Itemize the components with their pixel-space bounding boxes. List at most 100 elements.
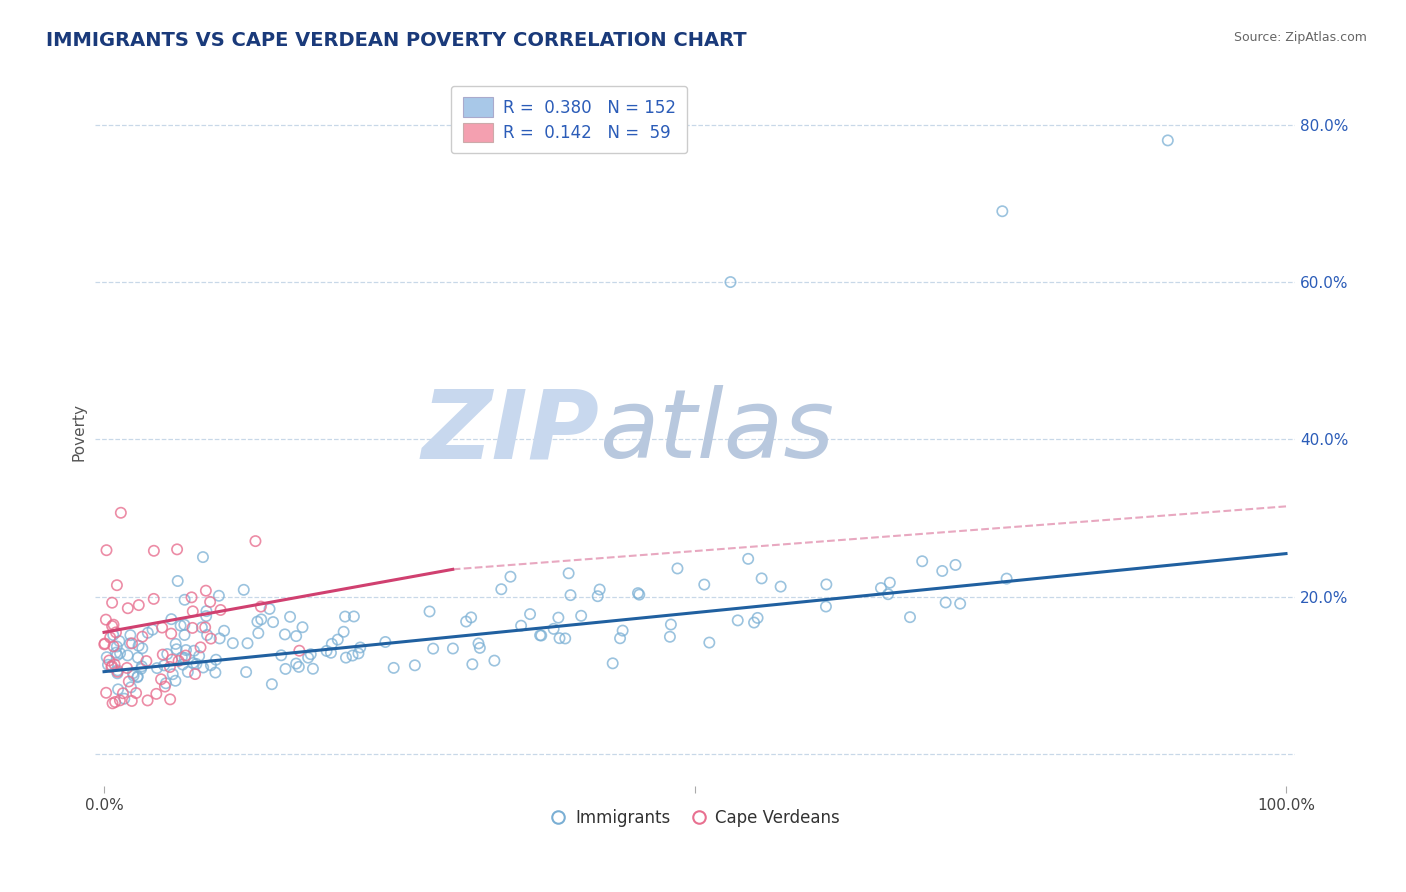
Point: [96, 543, 118, 558]
Point: [195, 628, 218, 642]
Point: [103, 628, 125, 642]
Point: [104, 646, 127, 660]
Point: [142, 623, 165, 637]
Point: [112, 691, 135, 706]
Point: [274, 627, 297, 641]
Point: [115, 661, 138, 675]
Point: [720, 275, 742, 289]
Point: [165, 637, 187, 651]
Point: [131, 659, 153, 673]
Point: [235, 665, 257, 679]
Point: [198, 595, 221, 609]
Text: ZIP: ZIP: [420, 385, 599, 478]
Point: [160, 626, 183, 640]
Point: [468, 640, 491, 655]
Text: IMMIGRANTS VS CAPE VERDEAN POVERTY CORRELATION CHART: IMMIGRANTS VS CAPE VERDEAN POVERTY CORRE…: [46, 31, 747, 50]
Point: [737, 552, 759, 566]
Point: [193, 660, 215, 674]
Point: [142, 543, 165, 558]
Point: [117, 601, 139, 615]
Point: [107, 664, 129, 678]
Point: [560, 588, 582, 602]
Point: [173, 628, 195, 642]
Point: [491, 582, 513, 597]
Point: [315, 644, 337, 658]
Point: [467, 636, 489, 650]
Point: [146, 661, 169, 675]
Point: [129, 662, 152, 676]
Point: [898, 610, 921, 624]
Point: [285, 657, 308, 671]
Point: [285, 629, 308, 643]
Point: [554, 632, 576, 646]
Point: [166, 574, 188, 588]
Point: [121, 694, 143, 708]
Point: [117, 648, 139, 663]
Point: [270, 648, 292, 663]
Point: [127, 650, 149, 665]
Point: [236, 636, 259, 650]
Point: [877, 587, 900, 601]
Point: [156, 647, 179, 661]
Point: [278, 610, 301, 624]
Point: [332, 624, 354, 639]
Point: [547, 610, 569, 624]
Point: [262, 615, 284, 629]
Point: [105, 640, 128, 654]
Point: [274, 662, 297, 676]
Point: [160, 652, 183, 666]
Point: [666, 561, 689, 575]
Point: [204, 665, 226, 680]
Point: [658, 630, 681, 644]
Point: [769, 580, 792, 594]
Point: [184, 667, 207, 681]
Point: [870, 581, 893, 595]
Point: [96, 650, 118, 665]
Point: [945, 558, 967, 572]
Point: [209, 603, 232, 617]
Point: [188, 648, 211, 663]
Point: [260, 677, 283, 691]
Point: [911, 554, 934, 568]
Point: [1157, 133, 1180, 147]
Point: [288, 644, 311, 658]
Point: [569, 608, 592, 623]
Point: [120, 681, 142, 695]
Point: [247, 626, 270, 640]
Point: [460, 610, 482, 624]
Point: [93, 637, 115, 651]
Point: [165, 673, 187, 688]
Point: [167, 654, 190, 668]
Point: [291, 620, 314, 634]
Point: [297, 650, 319, 665]
Point: [183, 644, 205, 658]
Point: [153, 680, 176, 694]
Point: [195, 604, 218, 618]
Point: [173, 651, 195, 665]
Point: [612, 624, 634, 638]
Point: [530, 628, 553, 642]
Point: [97, 657, 120, 672]
Point: [602, 657, 624, 671]
Point: [101, 619, 124, 633]
Point: [935, 595, 957, 609]
Point: [101, 696, 124, 710]
Point: [628, 588, 651, 602]
Text: atlas: atlas: [599, 385, 834, 478]
Point: [150, 673, 173, 687]
Point: [166, 542, 188, 557]
Point: [205, 653, 228, 667]
Point: [232, 582, 254, 597]
Point: [250, 612, 273, 626]
Point: [135, 654, 157, 668]
Point: [177, 665, 200, 679]
Point: [122, 666, 145, 681]
Point: [333, 609, 356, 624]
Point: [510, 618, 533, 632]
Point: [103, 617, 125, 632]
Point: [118, 636, 141, 650]
Point: [159, 660, 181, 674]
Point: [169, 618, 191, 632]
Point: [159, 692, 181, 706]
Point: [212, 624, 235, 638]
